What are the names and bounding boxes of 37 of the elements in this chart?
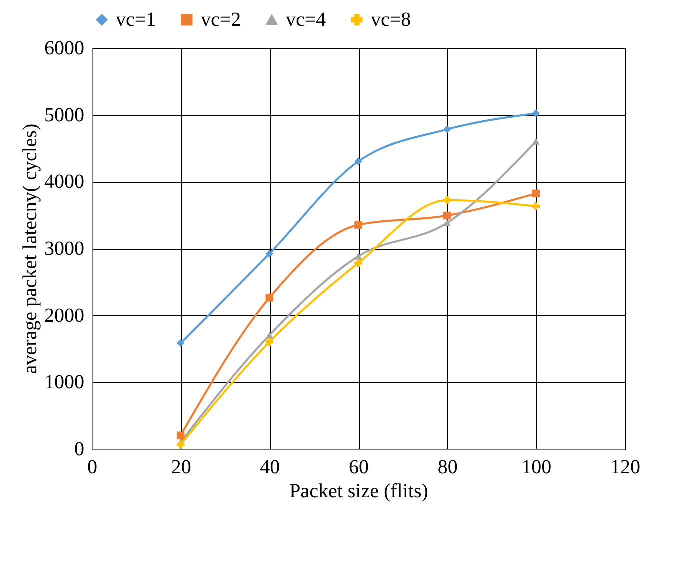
point [266,338,274,346]
point [266,294,274,302]
point [176,340,185,348]
point [532,138,540,145]
point [443,126,452,134]
legend-label: vc=1 [116,9,156,31]
point [266,250,274,258]
point [354,221,362,229]
x-tick-label: 40 [260,456,280,478]
x-tick-label: 80 [438,456,458,478]
y-axis-title: average packet latecny( cycles) [20,124,42,374]
x-tick-label: 60 [349,456,369,478]
y-tick-label: 5000 [44,104,84,126]
y-tick-label: 2000 [44,304,84,327]
x-tick-label: 120 [610,456,640,478]
point [532,202,540,210]
legend-label: vc=4 [286,9,326,31]
legend-label: vc=8 [371,9,412,31]
point [532,190,540,198]
y-tick-label: 3000 [44,238,84,260]
x-tick-label: 100 [522,456,552,478]
y-tick-label: 1000 [44,372,84,394]
point [532,110,540,118]
point [443,212,452,220]
point [354,253,362,260]
point [354,158,362,166]
point [443,220,452,226]
point [354,259,362,268]
point [443,196,452,204]
y-tick-label: 0 [74,438,84,460]
y-tick-label: 6000 [44,38,84,60]
x-tick-label: 20 [171,456,192,478]
point [176,441,185,449]
legend-label: vc=2 [201,9,242,31]
point [176,432,185,440]
x-axis-title: Packet size (flits) [290,480,428,502]
y-tick-label: 4000 [44,171,84,194]
